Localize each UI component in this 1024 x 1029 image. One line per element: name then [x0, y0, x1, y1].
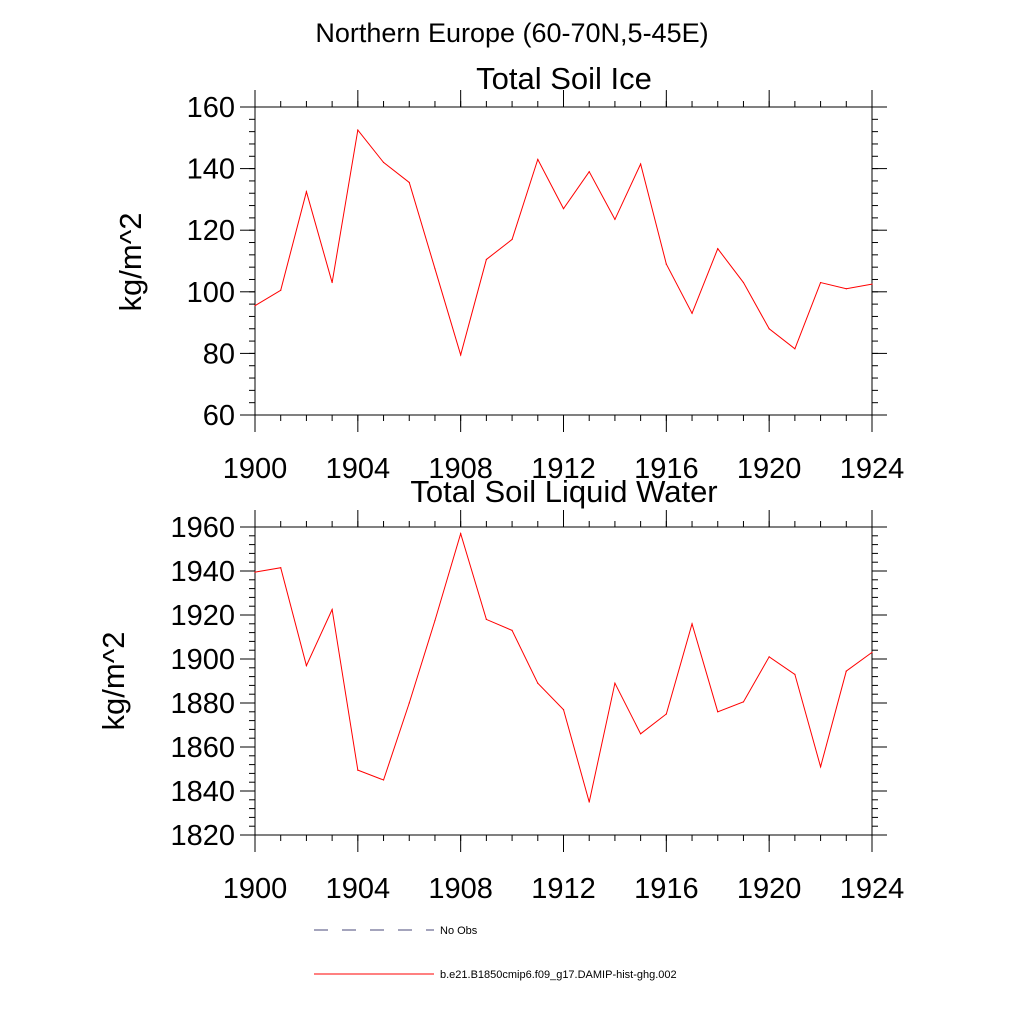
data-point — [511, 629, 513, 632]
data-point — [305, 191, 308, 193]
data-point — [382, 161, 385, 164]
y-axis-label: kg/m^2 — [96, 632, 131, 731]
x-tick-label: 1920 — [737, 453, 802, 485]
data-point — [460, 354, 462, 356]
legend-label: No Obs — [440, 925, 478, 937]
data-point — [717, 711, 719, 713]
plot-frame — [254, 106, 873, 416]
data-point — [588, 171, 590, 173]
data-point — [640, 733, 642, 735]
y-tick-label: 140 — [187, 154, 235, 186]
x-tick-label: 1916 — [634, 453, 699, 485]
data-point — [331, 281, 333, 284]
data-point — [434, 268, 436, 270]
plot-frame — [254, 526, 873, 836]
y-tick-label: 1900 — [170, 644, 235, 676]
data-point — [819, 766, 822, 768]
data-point — [691, 312, 693, 314]
data-point — [485, 258, 487, 261]
data-point — [460, 533, 462, 535]
y-tick-label: 100 — [187, 277, 235, 309]
data-point — [871, 283, 873, 285]
data-point — [845, 288, 847, 290]
x-tick-label: 1912 — [531, 453, 596, 485]
data-point — [691, 623, 693, 625]
data-point — [794, 673, 796, 676]
y-tick-label: 1920 — [170, 600, 235, 632]
y-tick-label: 1840 — [170, 776, 235, 808]
data-point — [588, 801, 590, 803]
data-point — [280, 289, 282, 291]
data-point — [357, 769, 359, 771]
data-point — [434, 619, 436, 622]
y-tick-label: 1960 — [170, 512, 235, 544]
data-point — [331, 608, 333, 611]
y-tick-label: 1860 — [170, 732, 235, 764]
data-point — [640, 163, 642, 165]
data-point — [845, 670, 847, 672]
data-point — [357, 129, 359, 131]
x-tick-label: 1904 — [326, 873, 391, 905]
x-tick-label: 1916 — [634, 873, 699, 905]
y-tick-label: 1940 — [170, 556, 235, 588]
soil-liquid-water-chart: Total Soil Liquid Water kg/m^2 1820 1840 1… — [96, 474, 904, 905]
data-point — [280, 567, 282, 569]
soil-ice-chart: Total Soil Ice kg/m^2 608010012014016019… — [113, 61, 904, 485]
data-point — [614, 218, 616, 221]
x-tick-label: 1912 — [531, 873, 596, 905]
data-point — [768, 656, 770, 658]
x-tick-label: 1904 — [326, 453, 391, 485]
x-tick-label: 1924 — [840, 453, 905, 485]
figure-title: Northern Europe (60-70N,5-45E) — [315, 18, 708, 48]
chart-title: Total Soil Liquid Water — [410, 474, 717, 509]
y-tick-label: 160 — [187, 92, 235, 124]
x-tick-label: 1920 — [737, 873, 802, 905]
series-line — [254, 128, 873, 357]
data-point — [537, 158, 539, 160]
y-tick-label: 60 — [203, 400, 235, 432]
x-tick-label: 1924 — [840, 873, 905, 905]
data-point — [511, 238, 513, 241]
data-point — [382, 779, 385, 781]
data-point — [871, 651, 873, 654]
data-point — [614, 682, 616, 684]
data-point — [305, 665, 308, 667]
data-point — [537, 682, 539, 684]
data-point — [408, 181, 410, 184]
y-tick-label: 1820 — [170, 820, 235, 852]
data-point — [742, 701, 745, 703]
data-point — [819, 281, 822, 284]
series-line — [254, 531, 873, 803]
data-point — [794, 348, 796, 350]
legend-label: b.e21.B1850cmip6.f09_g17.DAMIP-hist-ghg.… — [440, 969, 677, 981]
data-point — [254, 571, 256, 573]
data-point — [665, 713, 667, 715]
data-point — [742, 281, 745, 284]
data-point — [562, 709, 565, 711]
y-axis-label: kg/m^2 — [113, 213, 148, 312]
data-point — [254, 305, 256, 307]
data-point — [665, 263, 667, 265]
x-tick-label: 1900 — [223, 873, 288, 905]
y-tick-label: 80 — [203, 338, 235, 370]
data-point — [768, 328, 770, 330]
data-point — [717, 248, 719, 250]
x-tick-label: 1908 — [428, 453, 493, 485]
x-tick-label: 1908 — [428, 873, 493, 905]
data-point — [408, 702, 410, 704]
y-tick-label: 1880 — [170, 688, 235, 720]
data-point — [485, 618, 487, 621]
y-tick-label: 120 — [187, 215, 235, 247]
data-point — [562, 208, 565, 210]
legend: No Obs b.e21.B1850cmip6.f09_g17.DAMIP-hi… — [314, 925, 677, 981]
x-tick-label: 1900 — [223, 453, 288, 485]
